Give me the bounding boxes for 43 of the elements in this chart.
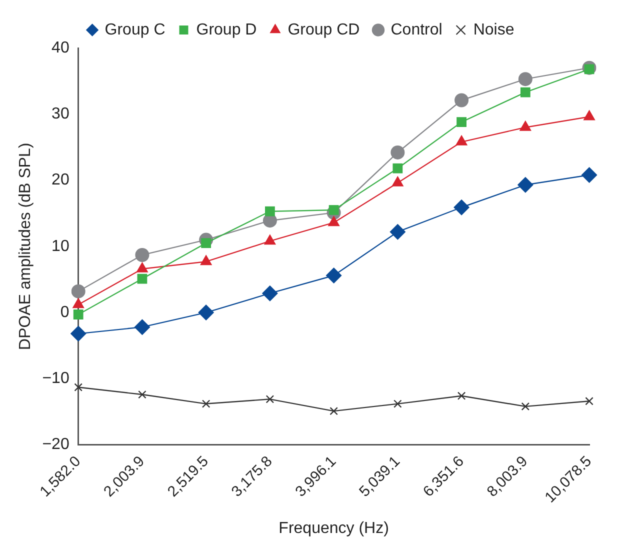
point [266, 395, 274, 404]
y-tick-label: −20 [42, 436, 70, 454]
point [520, 87, 530, 98]
point [454, 93, 469, 108]
point [262, 285, 278, 302]
legend-label: Control [390, 21, 442, 38]
legend-label: Noise [473, 21, 514, 38]
point [581, 166, 598, 183]
point [138, 390, 146, 399]
y-axis-title: DPOAE amplitudes (dB SPL) [17, 142, 34, 350]
legend-label: Group CD [288, 21, 360, 38]
point [330, 406, 338, 416]
x-axis-title: Frequency (Hz) [278, 520, 389, 537]
point [457, 392, 466, 400]
y-tick-label: 10 [52, 238, 70, 255]
point [518, 72, 532, 86]
point [585, 397, 594, 406]
point [517, 176, 534, 193]
point [137, 274, 148, 284]
y-tick-label: 40 [52, 39, 70, 56]
point [73, 310, 84, 320]
point [70, 326, 86, 342]
point [326, 267, 342, 284]
point [135, 248, 150, 262]
point [394, 400, 402, 408]
point [71, 284, 86, 298]
point [390, 145, 405, 160]
legend-label: Group C [104, 21, 166, 38]
legend-label: Group D [196, 21, 257, 38]
point [456, 117, 466, 128]
point [521, 402, 530, 411]
y-tick-label: −10 [42, 370, 70, 388]
point [134, 319, 150, 336]
y-tick-label: 0 [60, 304, 70, 321]
point [202, 400, 210, 408]
point [264, 206, 275, 216]
point [392, 163, 403, 174]
point [454, 199, 470, 216]
y-tick-label: 20 [52, 172, 70, 189]
point [74, 383, 82, 392]
point [390, 224, 406, 240]
point [198, 304, 214, 321]
y-tick-label: 30 [52, 106, 70, 123]
